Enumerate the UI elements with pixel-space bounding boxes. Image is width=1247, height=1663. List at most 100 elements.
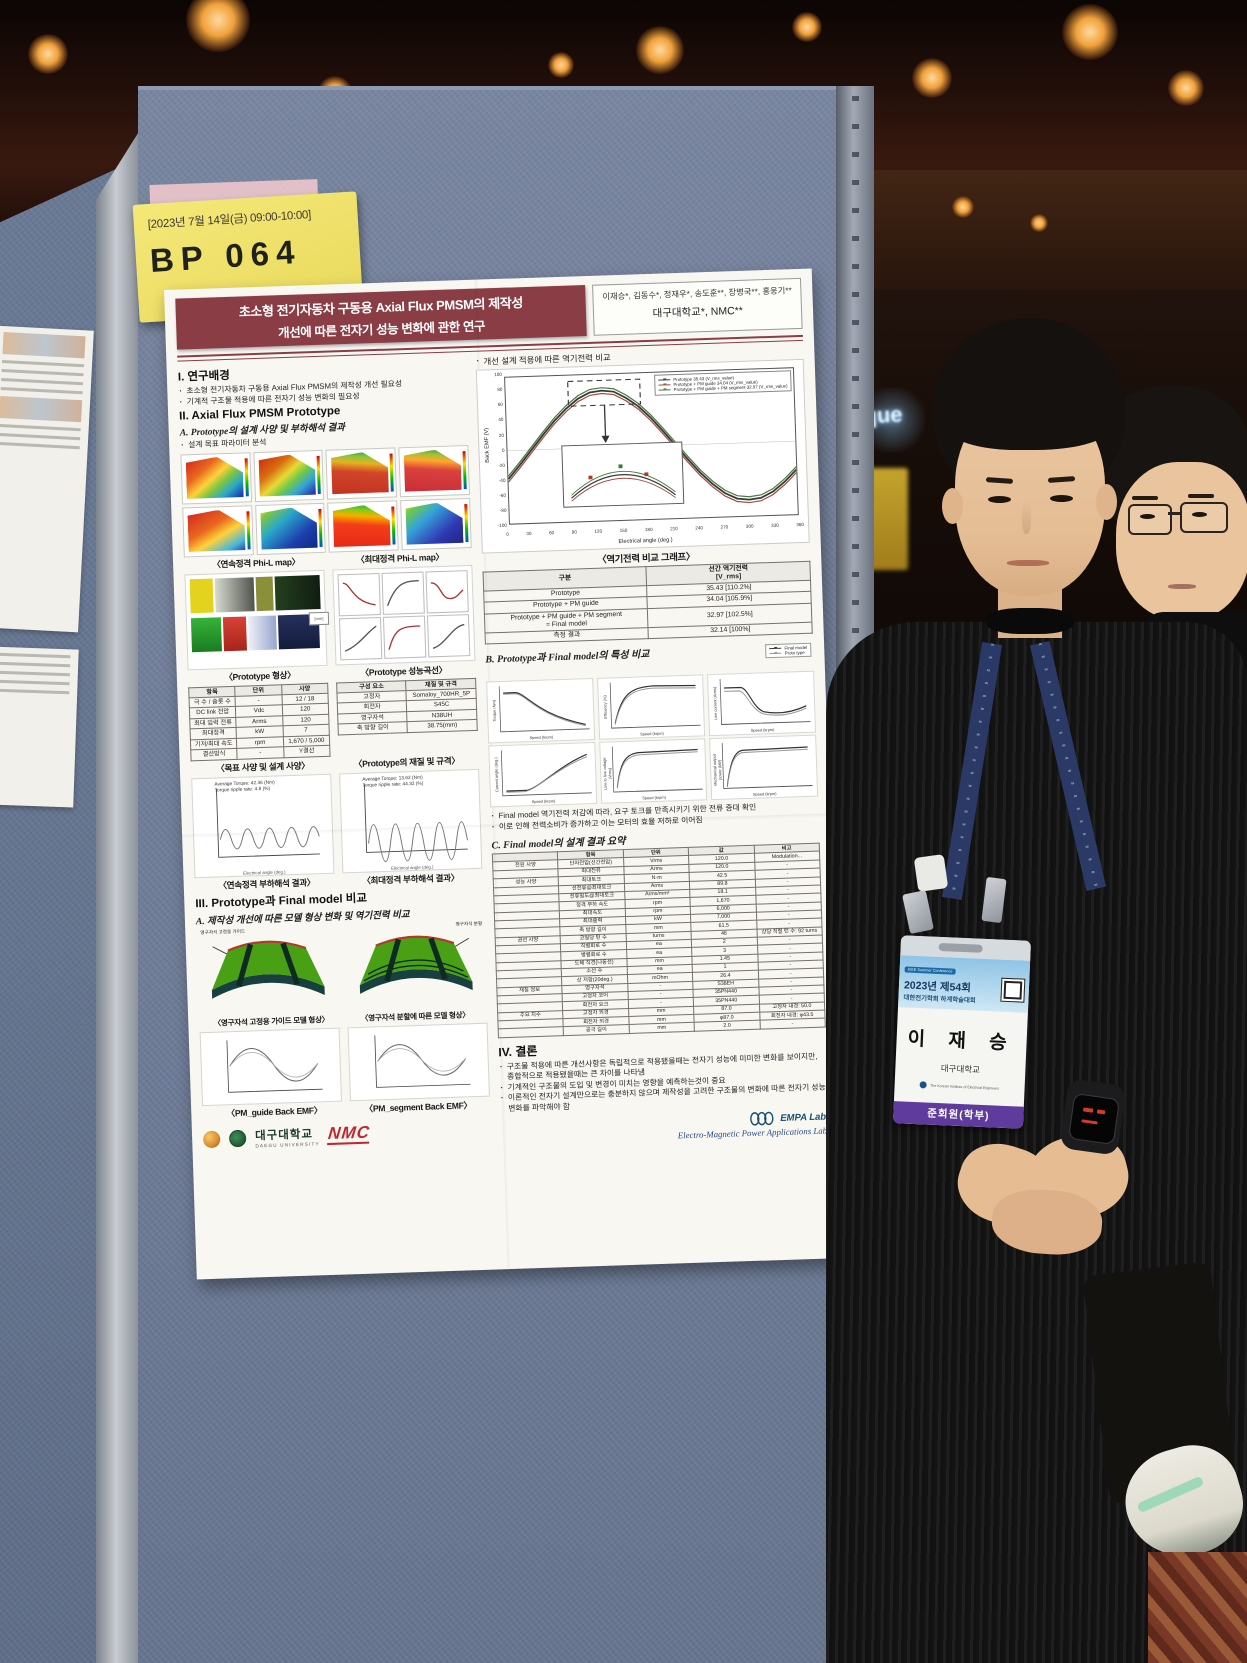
legend-swatch-pm-segment: [658, 389, 671, 391]
table-cell: -: [759, 1018, 826, 1029]
ceiling-light: [186, 0, 250, 52]
poster-right-column: 개선 설계 적용에 따른 역기전력 비교 Back EMF (V) 100806…: [475, 345, 829, 1147]
ceiling-light: [636, 26, 684, 74]
person-mouth: [1007, 560, 1049, 566]
ceiling-light: [792, 12, 822, 42]
badge-affiliation: 대구대학교: [940, 1063, 981, 1075]
tiger-emblem-icon: [202, 1130, 221, 1148]
smartwatch: [1068, 1093, 1120, 1145]
chart-plot-area: [504, 367, 799, 525]
ceiling-light: [28, 34, 68, 74]
phi-l-map-figure: [327, 499, 399, 553]
person-ear: [1096, 484, 1117, 520]
side-poster-sheet: [0, 646, 79, 808]
prototype-shape-figure: [mm]: [184, 569, 330, 670]
x-tick: 120: [594, 528, 603, 534]
hall-light: [1030, 214, 1048, 232]
second-person-face: [1116, 462, 1247, 620]
table-cell: 2.0: [694, 1020, 760, 1032]
hall-light: [952, 196, 974, 218]
line-current-speed-plot: Line current (Arms) Speed (krpm): [707, 670, 817, 737]
x-tick: 300: [745, 523, 754, 529]
caption-emf-segment: 〈PM_segment Back EMF〉: [364, 1099, 473, 1114]
legend-proto-type: Proto type: [784, 650, 805, 656]
x-tick: 0: [506, 531, 509, 537]
nmc-logo: NMC: [327, 1123, 371, 1146]
y-tick: -40: [498, 477, 506, 483]
ceiling-light: [1062, 4, 1118, 60]
x-tick: 150: [619, 527, 628, 534]
phi-l-map-figure: [253, 449, 325, 502]
x-tick: 330: [771, 522, 779, 528]
phi-l-map-grid: [180, 444, 472, 558]
callout-pm-segment: 영구자석 분할: [455, 920, 483, 927]
phi-l-map-figure: [325, 446, 398, 500]
torque-speed-plot: Torque (Nm) Speed (krpm): [486, 678, 595, 744]
phi-l-map-figure: [398, 444, 470, 497]
caption-prototype-curves: 〈Prototype 성능곡선〉: [360, 664, 448, 678]
caption-load-continuous: 〈연속정격 부하해석 결과〉: [218, 876, 316, 891]
caption-phil-continuous: 〈연속정격 Phi-L map〉: [212, 556, 301, 570]
table-cell: [498, 1027, 564, 1038]
poster-title: 초소형 전기자동차 구동용 Axial Flux PMSM의 제작성 개선에 따…: [175, 285, 588, 350]
university-emblem-icon: [228, 1129, 247, 1147]
person-eye: [988, 496, 1011, 503]
prototype-material-table: 구성 요소 재질 및 규격 고정자 Somaloy_700HR_5P 회전자 S45C 영구…: [336, 677, 478, 735]
caption-phil-max: 〈최대정격 Phi-L map〉: [355, 551, 445, 565]
y-tick: 80: [497, 386, 503, 393]
board-hinge-strip: [96, 130, 140, 1663]
pm-segment-model-figure: 영구자석 분할: [344, 920, 487, 1011]
x-tick: 90: [571, 529, 577, 535]
session-code: BP 064: [148, 232, 303, 279]
phi-l-map-figure: [182, 504, 254, 558]
chart-yticks: 100 80 60 40 20 0 -20 -40 -60 -80 -100: [479, 372, 508, 530]
y-tick: 60: [497, 402, 504, 408]
backemf-chart: Back EMF (V) 100 80 60 40 20 0 -20 -40 -60 -80 -10…: [475, 358, 810, 554]
table-cell: 38.75(mm): [407, 719, 478, 733]
second-person-eye: [1140, 514, 1155, 519]
second-person-eye: [1192, 512, 1207, 517]
badge-org-row: The Korean Institute of Electrical Engin…: [895, 1080, 1025, 1093]
output-power-speed-plot: Mechanical output power (kW) Speed (krpm…: [709, 734, 819, 801]
daegu-university-logo: 대구대학교: [254, 1128, 314, 1143]
person-hair-fringe: [948, 398, 1112, 450]
characteristic-plots-row1: Torque (Nm) Speed (krpm) Efficiency (%) …: [486, 670, 817, 744]
poster-affiliation: 대구대학교*, NMC**: [652, 304, 744, 320]
caption-prototype-shape: 〈Prototype 형상〉: [224, 669, 296, 682]
person-nose: [1022, 500, 1031, 534]
x-tick: 360: [796, 521, 805, 528]
lanyard-clamp: [913, 854, 949, 892]
side-poster-sheet: [0, 325, 94, 633]
qr-code-icon: [1000, 977, 1026, 1003]
pm-guide-backemf-plot: [199, 1027, 342, 1106]
y-tick: -100: [497, 523, 508, 529]
prototype-spec-table: 항목 단위 사양 극 수 / 슬롯 수 -12 / 18 DC link 전압 Vdc 120…: [188, 682, 331, 761]
carpet-corner: [1148, 1552, 1247, 1663]
table-cell: -: [237, 746, 284, 759]
efficiency-speed-plot: Efficiency (%) Speed (krpm): [596, 674, 706, 740]
dimension-tag: [mm]: [308, 611, 330, 626]
person-eye: [1050, 495, 1073, 502]
conference-badge: KIEE Summer Conference 2023년 제54회 대한전기학회…: [892, 935, 1032, 1129]
prototype-curves-figure: [332, 564, 476, 666]
x-tick: 210: [670, 526, 678, 532]
x-tick: 270: [720, 524, 729, 530]
second-person-mouth: [1168, 584, 1196, 589]
current-angle-speed-plot: Current angle (deg.) Speed (krpm): [488, 742, 597, 808]
badge-header: KIEE Summer Conference 2023년 제54회 대한전기학회…: [898, 955, 1031, 1013]
x-tick: 60: [548, 530, 555, 536]
line-voltage-speed-plot: Line to line voltage (Vrms) Speed (krpm): [598, 738, 708, 804]
x-tick: 30: [526, 530, 532, 537]
table-cell: mm: [628, 1022, 695, 1034]
caption-emf-guide: 〈PM_guide Back EMF〉: [226, 1104, 323, 1118]
second-person-glasses: [1128, 504, 1172, 535]
ceiling-light: [1168, 70, 1204, 106]
second-person-glasses: [1180, 502, 1228, 533]
caption-material-table: 〈Prototype의 재질 및 규격〉: [353, 755, 460, 769]
max-load-waveform: Average Torque: 13.62 (Nm) Torque ripple…: [339, 768, 483, 874]
ceiling-light: [548, 52, 574, 78]
phi-l-map-figure: [400, 497, 472, 550]
badge-name: 이 재 승: [907, 1028, 1016, 1055]
characteristic-plots-row2: Current angle (deg.) Speed (krpm) Line t…: [488, 734, 819, 808]
phi-l-map-figure: [180, 451, 252, 505]
